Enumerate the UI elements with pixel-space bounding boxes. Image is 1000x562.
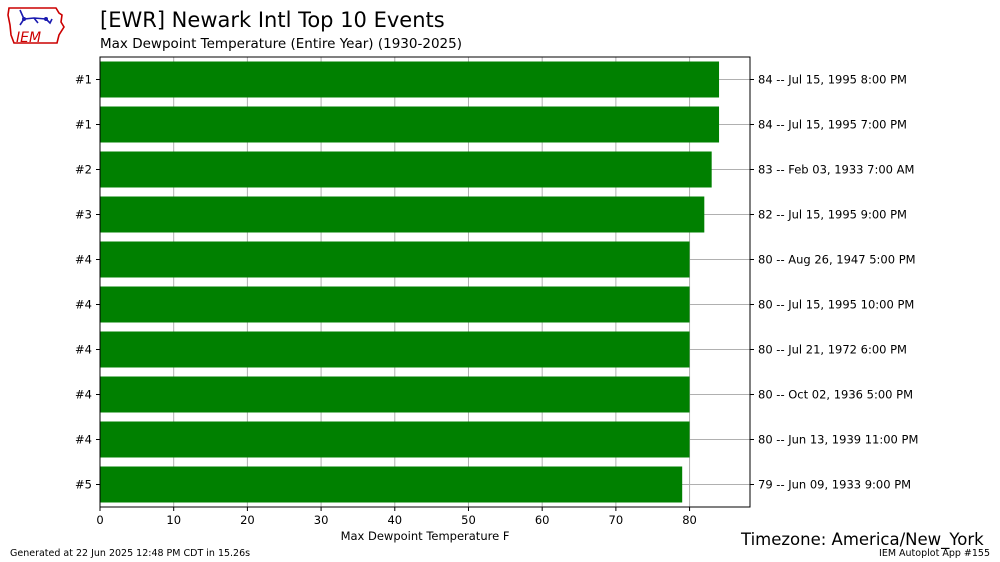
bar (100, 466, 683, 503)
x-tick-label: 70 (609, 513, 624, 527)
logo-text: IEM (16, 30, 41, 46)
event-label: 80 -- Jul 21, 1972 6:00 PM (758, 343, 907, 357)
x-tick-label: 30 (314, 513, 329, 527)
bar (100, 61, 720, 98)
generated-note: Generated at 22 Jun 2025 12:48 PM CDT in… (10, 548, 251, 559)
rank-label: #1 (75, 73, 92, 87)
rank-label: #4 (75, 433, 92, 447)
x-tick-label: 40 (387, 513, 402, 527)
event-label: 79 -- Jun 09, 1933 9:00 PM (758, 478, 911, 492)
chart-subtitle: Max Dewpoint Temperature (Entire Year) (… (100, 36, 462, 52)
bar (100, 331, 690, 368)
event-label: 80 -- Oct 02, 1936 5:00 PM (758, 388, 913, 402)
chart-title: [EWR] Newark Intl Top 10 Events (100, 8, 445, 32)
rank-label: #5 (75, 478, 92, 492)
event-label: 83 -- Feb 03, 1933 7:00 AM (758, 163, 914, 177)
event-label: 80 -- Jul 15, 1995 10:00 PM (758, 298, 914, 312)
event-label: 80 -- Aug 26, 1947 5:00 PM (758, 253, 916, 267)
iem-logo: IEM (6, 5, 66, 49)
rank-label: #4 (75, 343, 92, 357)
app-note: IEM Autoplot App #155 (879, 548, 990, 559)
x-tick-label: 0 (96, 513, 103, 527)
event-label: 82 -- Jul 15, 1995 9:00 PM (758, 208, 907, 222)
rank-label: #3 (75, 208, 92, 222)
x-axis-label: Max Dewpoint Temperature F (341, 529, 510, 543)
rank-label: #1 (75, 118, 92, 132)
bars (100, 61, 720, 503)
event-label: 84 -- Jul 15, 1995 7:00 PM (758, 118, 907, 132)
bar (100, 196, 705, 233)
bar (100, 286, 690, 323)
bar (100, 376, 690, 413)
x-tick-label: 50 (461, 513, 476, 527)
axes: 0 10 20 30 40 50 60 70 80 #1 84 -- Jul 15, 1995 8:… (75, 73, 918, 528)
bar (100, 241, 690, 278)
bar (100, 106, 720, 143)
event-label: 80 -- Jun 13, 1939 11:00 PM (758, 433, 918, 447)
timezone-label: Timezone: America/New_York (741, 530, 984, 549)
x-tick-label: 60 (535, 513, 550, 527)
rank-label: #2 (75, 163, 92, 177)
bar (100, 421, 690, 458)
rank-label: #4 (75, 388, 92, 402)
x-tick-label: 80 (682, 513, 697, 527)
event-label: 84 -- Jul 15, 1995 8:00 PM (758, 73, 907, 87)
iowa-state-outline-icon: IEM (7, 7, 65, 46)
rank-label: #4 (75, 253, 92, 267)
rank-label: #4 (75, 298, 92, 312)
x-tick-label: 10 (166, 513, 181, 527)
plot-frame (99, 56, 751, 508)
bar (100, 151, 712, 188)
x-tick-label: 20 (240, 513, 255, 527)
